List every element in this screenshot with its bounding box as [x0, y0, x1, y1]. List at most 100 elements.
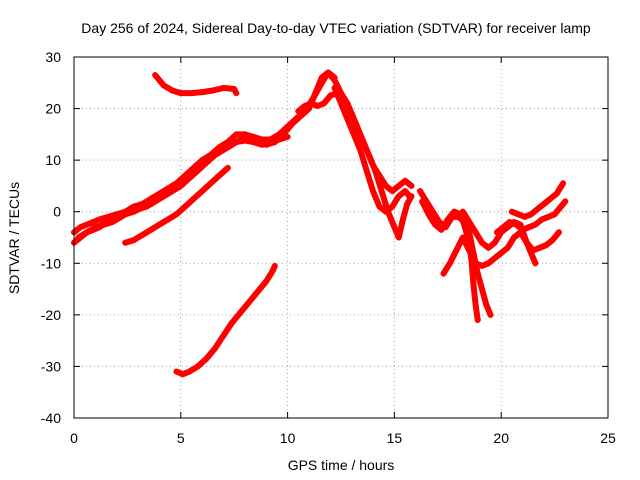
data-point	[207, 180, 214, 187]
data-point	[199, 89, 206, 96]
data-point	[560, 180, 567, 187]
data-point	[188, 90, 195, 97]
data-point	[237, 136, 244, 143]
series-track-e	[152, 72, 240, 97]
data-point	[92, 224, 99, 231]
data-point	[485, 244, 492, 251]
data-point	[461, 224, 468, 231]
x-tick-label: 0	[70, 430, 78, 446]
data-point	[338, 100, 344, 107]
series-layer	[71, 69, 569, 378]
data-point	[470, 280, 477, 287]
data-point	[160, 82, 167, 89]
data-point	[498, 249, 505, 256]
data-point	[246, 136, 253, 143]
data-point	[209, 87, 216, 94]
data-point	[224, 164, 231, 171]
data-point	[549, 237, 556, 244]
data-point	[231, 85, 238, 92]
data-point	[75, 234, 82, 241]
data-point	[378, 188, 385, 195]
data-point	[491, 255, 498, 262]
data-point	[521, 213, 528, 220]
series-track-g	[295, 90, 415, 241]
data-point	[177, 182, 184, 189]
data-point	[562, 198, 569, 205]
data-point	[466, 247, 473, 254]
series-track-n	[493, 198, 569, 236]
data-point	[402, 188, 409, 195]
data-point	[466, 219, 473, 226]
data-point	[186, 368, 193, 375]
data-point	[130, 237, 137, 244]
data-point	[203, 159, 210, 166]
series-track-m	[508, 180, 567, 220]
data-point	[402, 177, 409, 184]
data-point	[472, 301, 479, 308]
data-point	[164, 216, 171, 223]
data-point	[96, 216, 103, 223]
data-point	[271, 139, 278, 146]
data-point	[100, 221, 107, 228]
data-point	[389, 203, 396, 210]
data-point	[395, 193, 402, 200]
data-point	[528, 211, 535, 218]
data-point	[271, 262, 278, 269]
data-point	[419, 198, 426, 205]
data-point	[376, 203, 383, 210]
data-point	[77, 224, 84, 231]
data-point	[395, 182, 402, 189]
data-point	[523, 239, 530, 246]
data-point	[493, 229, 500, 236]
data-point	[117, 213, 124, 220]
data-point	[553, 190, 560, 197]
data-point	[551, 211, 558, 218]
data-point	[152, 72, 159, 79]
data-point	[182, 172, 189, 179]
data-point	[444, 216, 451, 223]
data-point	[474, 270, 481, 277]
data-point	[530, 247, 537, 254]
data-point	[478, 262, 485, 269]
data-point	[344, 115, 351, 122]
data-point	[190, 195, 197, 202]
data-point	[156, 221, 163, 228]
data-point	[363, 167, 370, 174]
data-point	[220, 332, 227, 339]
data-point	[472, 260, 479, 267]
data-point	[320, 100, 327, 107]
data-point	[532, 221, 539, 228]
data-point	[446, 260, 453, 267]
series-line	[440, 229, 539, 277]
data-point	[555, 229, 562, 236]
data-point	[173, 368, 180, 375]
data-point	[491, 239, 498, 246]
data-point	[263, 141, 270, 148]
y-tick-label: -40	[41, 410, 61, 426]
data-point	[389, 188, 396, 195]
data-point	[295, 108, 302, 115]
data-point	[459, 208, 466, 215]
y-tick-label: 0	[53, 204, 61, 220]
x-tick-label: 20	[493, 430, 509, 446]
data-point	[352, 121, 359, 128]
data-point	[216, 172, 223, 179]
data-point	[147, 226, 154, 233]
data-point	[179, 371, 186, 378]
x-tick-label: 15	[387, 430, 403, 446]
data-point	[365, 151, 372, 158]
data-point	[399, 216, 406, 223]
data-point	[532, 260, 539, 267]
data-point	[346, 105, 353, 112]
data-point	[431, 221, 438, 228]
data-point	[190, 164, 197, 171]
data-point	[370, 188, 377, 195]
data-point	[558, 203, 565, 210]
x-tick-label: 10	[280, 430, 296, 446]
data-point	[350, 131, 357, 138]
data-point	[325, 69, 332, 76]
y-tick-label: 10	[45, 152, 61, 168]
series-line	[71, 69, 338, 236]
data-point	[194, 363, 201, 370]
